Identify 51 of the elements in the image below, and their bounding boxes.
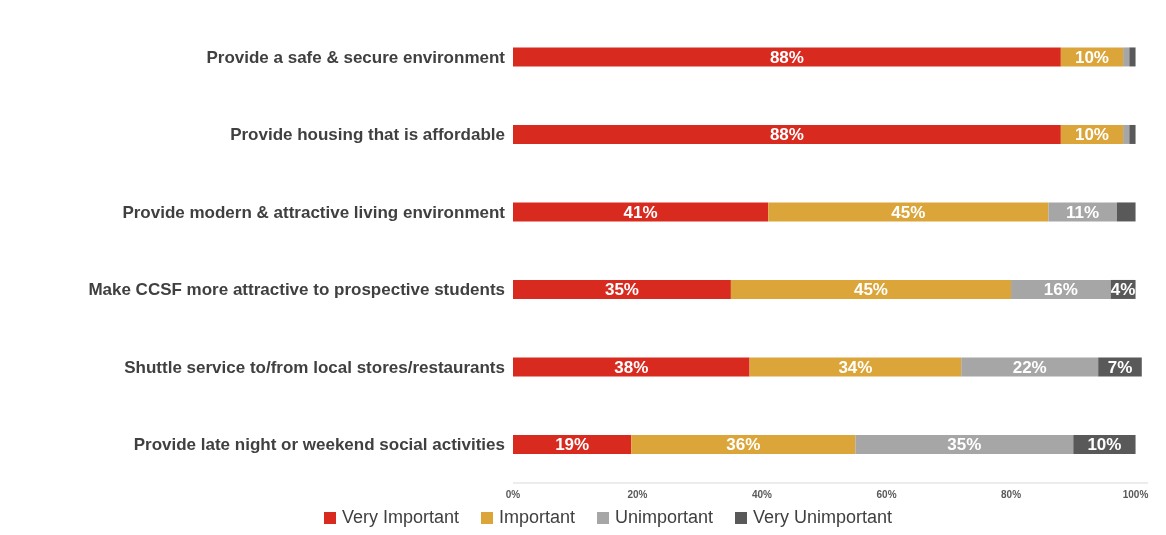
x-tick-label: 20% [627, 489, 648, 501]
bar [1129, 124, 1136, 144]
y-tick-label: Provide modern & attractive living environment [122, 202, 506, 222]
y-tick-label: Shuttle service to/from local stores/restaurants [124, 357, 505, 377]
data-label: 38% [614, 357, 649, 377]
bar [961, 357, 1099, 377]
bar [1123, 124, 1130, 144]
data-label: 35% [947, 435, 982, 455]
y-tick-label: Provide housing that is affordable [230, 125, 505, 145]
data-label: 10% [1074, 125, 1109, 145]
data-label: 7% [1107, 357, 1133, 377]
data-label: 88% [769, 47, 804, 67]
bar [730, 279, 1012, 299]
data-label: 35% [604, 280, 639, 300]
y-tick-label: Make CCSF more attractive to prospective students [88, 280, 505, 300]
bar [513, 202, 769, 222]
legend-label: Unimportant [615, 507, 714, 528]
data-label: 10% [1087, 435, 1122, 455]
bar [768, 202, 1049, 222]
data-label: 45% [853, 280, 888, 300]
data-label: 22% [1012, 357, 1047, 377]
bar [513, 279, 731, 299]
bar [513, 357, 750, 377]
bar [749, 357, 962, 377]
data-label: 19% [555, 435, 590, 455]
data-label: 4% [1110, 280, 1136, 300]
legend-label: Very Important [341, 507, 459, 528]
bar [1123, 47, 1130, 67]
bar [855, 434, 1074, 454]
x-tick-label: 40% [752, 489, 773, 501]
x-tick-label: 60% [876, 489, 897, 501]
data-label: 11% [1066, 202, 1100, 222]
bar [513, 124, 1061, 144]
legend-label: Very Unimportant [753, 507, 893, 528]
x-tick-label: 100% [1122, 489, 1149, 501]
bar [513, 47, 1061, 67]
y-tick-label: Provide late night or weekend social activities [133, 435, 505, 455]
data-label: 16% [1043, 280, 1078, 300]
y-tick-label: Provide a safe & secure environment [206, 47, 506, 67]
data-label: 36% [726, 435, 761, 455]
bar [631, 434, 856, 454]
bar [1129, 47, 1136, 67]
data-label: 34% [838, 357, 873, 377]
bar [1116, 202, 1136, 222]
x-tick-label: 0% [505, 489, 521, 501]
data-label: 41% [623, 202, 658, 222]
data-label: 88% [769, 125, 804, 145]
x-tick-label: 80% [1001, 489, 1022, 501]
legend-label: Important [498, 507, 575, 528]
data-label: 10% [1074, 47, 1109, 67]
data-label: 45% [891, 202, 926, 222]
